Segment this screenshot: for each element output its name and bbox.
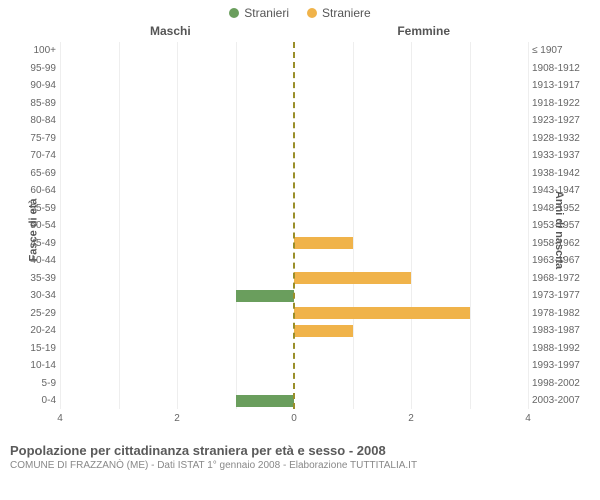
birth-year-label: 1928-1932 bbox=[532, 133, 594, 144]
age-label: 95-99 bbox=[14, 63, 56, 74]
bar-female bbox=[294, 325, 353, 337]
legend-label-female: Straniere bbox=[322, 6, 371, 20]
age-label: 100+ bbox=[14, 45, 56, 56]
birth-year-label: 1908-1912 bbox=[532, 63, 594, 74]
legend-item-female: Straniere bbox=[307, 6, 371, 20]
bar-female bbox=[294, 237, 353, 249]
birth-year-label: ≤ 1907 bbox=[532, 45, 594, 56]
legend-item-male: Stranieri bbox=[229, 6, 289, 20]
birth-year-label: 1983-1987 bbox=[532, 325, 594, 336]
x-axis-ticks: 4 2 0 2 4 bbox=[60, 413, 528, 427]
x-tick: 4 bbox=[525, 413, 531, 424]
birth-year-label: 1958-1962 bbox=[532, 238, 594, 249]
birth-year-label: 1968-1972 bbox=[532, 273, 594, 284]
birth-year-label: 1933-1937 bbox=[532, 150, 594, 161]
age-label: 0-4 bbox=[14, 395, 56, 406]
birth-year-label: 1993-1997 bbox=[532, 360, 594, 371]
gridline bbox=[528, 42, 529, 409]
birth-year-label: 1923-1927 bbox=[532, 115, 594, 126]
age-label: 30-34 bbox=[14, 290, 56, 301]
birth-year-label: 1978-1982 bbox=[532, 308, 594, 319]
bar-female bbox=[294, 307, 470, 319]
age-label: 75-79 bbox=[14, 133, 56, 144]
header-male: Maschi bbox=[150, 24, 191, 38]
bar-female bbox=[294, 272, 411, 284]
legend-swatch-male bbox=[229, 8, 239, 18]
age-label: 55-59 bbox=[14, 203, 56, 214]
x-tick: 0 bbox=[291, 413, 297, 424]
age-label: 45-49 bbox=[14, 238, 56, 249]
x-tick: 2 bbox=[408, 413, 414, 424]
age-label: 70-74 bbox=[14, 150, 56, 161]
legend-swatch-female bbox=[307, 8, 317, 18]
birth-year-label: 1938-1942 bbox=[532, 168, 594, 179]
plot: 100+≤ 190795-991908-191290-941913-191785… bbox=[60, 42, 528, 409]
age-label: 90-94 bbox=[14, 80, 56, 91]
center-axis-line bbox=[293, 42, 295, 409]
birth-year-label: 1988-1992 bbox=[532, 343, 594, 354]
birth-year-label: 1973-1977 bbox=[532, 290, 594, 301]
age-label: 40-44 bbox=[14, 255, 56, 266]
legend-label-male: Stranieri bbox=[244, 6, 289, 20]
age-label: 5-9 bbox=[14, 378, 56, 389]
age-label: 60-64 bbox=[14, 185, 56, 196]
footer: Popolazione per cittadinanza straniera p… bbox=[0, 437, 600, 471]
birth-year-label: 2003-2007 bbox=[532, 395, 594, 406]
legend: Stranieri Straniere bbox=[0, 0, 600, 22]
birth-year-label: 1948-1952 bbox=[532, 203, 594, 214]
birth-year-label: 1998-2002 bbox=[532, 378, 594, 389]
age-label: 50-54 bbox=[14, 220, 56, 231]
age-label: 20-24 bbox=[14, 325, 56, 336]
x-tick: 2 bbox=[174, 413, 180, 424]
age-label: 85-89 bbox=[14, 98, 56, 109]
age-label: 15-19 bbox=[14, 343, 56, 354]
x-tick: 4 bbox=[57, 413, 63, 424]
chart-title: Popolazione per cittadinanza straniera p… bbox=[10, 443, 590, 458]
age-label: 10-14 bbox=[14, 360, 56, 371]
age-label: 80-84 bbox=[14, 115, 56, 126]
bar-male bbox=[236, 290, 295, 302]
age-label: 25-29 bbox=[14, 308, 56, 319]
birth-year-label: 1913-1917 bbox=[532, 80, 594, 91]
bar-male bbox=[236, 395, 295, 407]
age-label: 35-39 bbox=[14, 273, 56, 284]
birth-year-label: 1918-1922 bbox=[532, 98, 594, 109]
chart-area: Maschi Femmine Fasce di età Anni di nasc… bbox=[0, 22, 600, 437]
header-female: Femmine bbox=[397, 24, 450, 38]
age-label: 65-69 bbox=[14, 168, 56, 179]
chart-subtitle: COMUNE DI FRAZZANÒ (ME) - Dati ISTAT 1° … bbox=[10, 460, 590, 471]
birth-year-label: 1953-1957 bbox=[532, 220, 594, 231]
birth-year-label: 1963-1967 bbox=[532, 255, 594, 266]
birth-year-label: 1943-1947 bbox=[532, 185, 594, 196]
